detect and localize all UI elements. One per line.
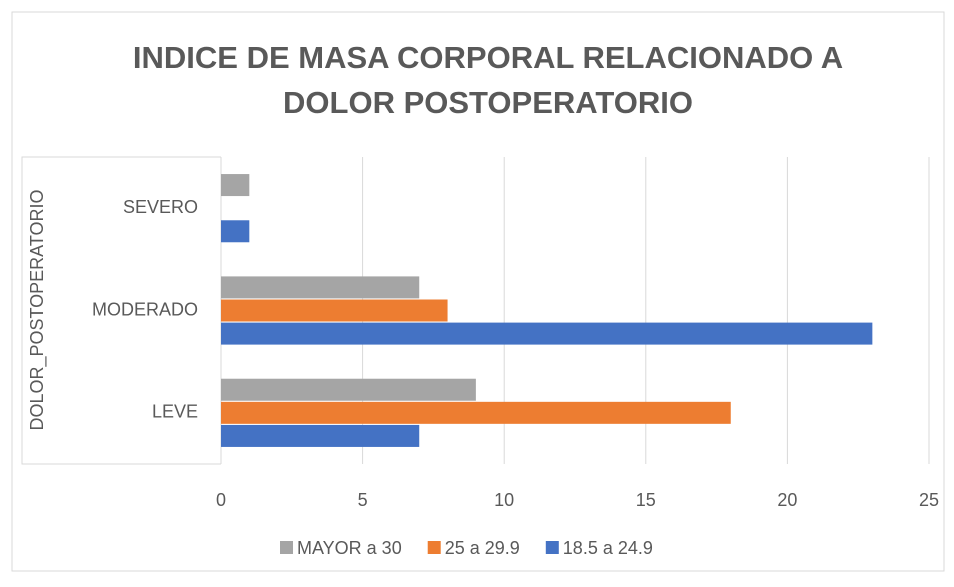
chart-title: INDICE DE MASA CORPORAL RELACIONADO A bbox=[133, 40, 843, 75]
bar bbox=[221, 174, 250, 197]
legend-swatch bbox=[427, 541, 441, 554]
x-tick-label: 15 bbox=[636, 490, 656, 510]
x-tick-label: 10 bbox=[494, 490, 514, 510]
bar bbox=[221, 322, 873, 345]
x-tick-label: 20 bbox=[777, 490, 797, 510]
y-tick-label: LEVE bbox=[152, 402, 198, 422]
bar bbox=[221, 220, 250, 243]
x-tick-label: 5 bbox=[358, 490, 368, 510]
y-tick-label: SEVERO bbox=[123, 197, 198, 217]
bar bbox=[221, 299, 448, 322]
x-tick-label: 25 bbox=[919, 490, 939, 510]
legend-label: MAYOR a 30 bbox=[297, 538, 402, 558]
chart-title: DOLOR POSTOPERATORIO bbox=[283, 85, 693, 120]
legend-swatch bbox=[280, 541, 293, 554]
legend-swatch bbox=[545, 541, 559, 554]
legend-label: 18.5 a 24.9 bbox=[563, 538, 653, 558]
y-tick-label: MODERADO bbox=[92, 299, 198, 319]
chart-border bbox=[11, 11, 945, 572]
bar bbox=[221, 276, 420, 299]
bar bbox=[221, 424, 420, 447]
bar bbox=[221, 378, 476, 401]
legend-label: 25 a 29.9 bbox=[445, 538, 520, 558]
bar bbox=[221, 401, 731, 424]
axis-label-box bbox=[21, 156, 221, 465]
y-axis-label: DOLOR_POSTOPERATORIO bbox=[27, 189, 48, 430]
x-tick-label: 0 bbox=[216, 490, 226, 510]
